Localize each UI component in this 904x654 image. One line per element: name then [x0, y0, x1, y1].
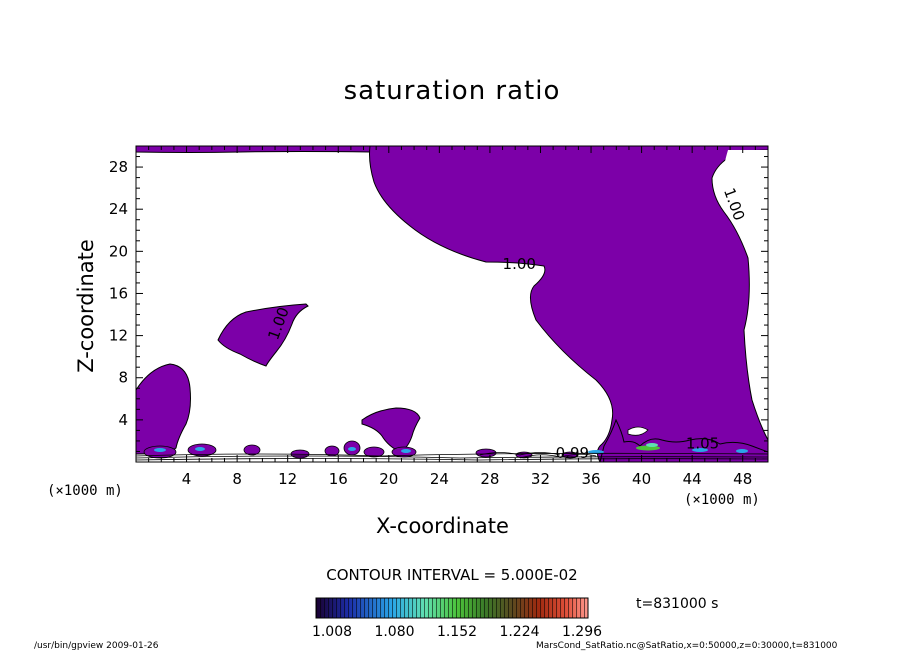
contour-label: 1.00 [503, 255, 536, 273]
colorbar-stripes [316, 598, 588, 618]
x-tick-label: 48 [733, 470, 752, 488]
region-bump-20 [361, 407, 421, 453]
colorbar-tick-label: 1.152 [437, 624, 477, 640]
y-tick-label: 24 [109, 200, 128, 218]
y-axis-ticks [136, 156, 768, 452]
colorbar-tick-label: 1.224 [499, 624, 539, 640]
chart-title: saturation ratio [343, 76, 561, 106]
region-hole-1 [627, 426, 649, 436]
x-tick-label: 36 [581, 470, 600, 488]
x-tick-label: 28 [480, 470, 499, 488]
region-left-lower [136, 363, 191, 455]
x-tick-label: 40 [632, 470, 651, 488]
time-label: t=831000 s [636, 596, 719, 612]
region-right-lower [599, 418, 768, 462]
x-tick-label: 12 [278, 470, 297, 488]
x-tick-label: 24 [430, 470, 449, 488]
y-tick-label: 8 [118, 369, 128, 387]
y-tick-labels: 4 8 12 16 20 24 28 [109, 158, 128, 429]
colorbar-tick-label: 1.296 [562, 624, 602, 640]
contour-label: 1.05 [686, 434, 719, 452]
x-axis-label: X-coordinate [376, 514, 509, 538]
region-mid-island [217, 303, 309, 367]
y-tick-label: 16 [109, 284, 128, 302]
x-axis-ticks [148, 146, 756, 462]
x-tick-labels: 4 8 12 16 20 24 28 32 36 40 44 48 [182, 470, 752, 488]
colorbar-tick-label: 1.080 [374, 624, 414, 640]
colorbar-tick-label: 1.008 [312, 624, 352, 640]
x-unit-label-right: (×1000 m) [684, 492, 760, 508]
x-tick-label: 16 [329, 470, 348, 488]
region-top-left [136, 146, 371, 153]
y-tick-label: 12 [109, 327, 128, 345]
ground-contour-lines [136, 452, 768, 461]
y-axis-label: Z-coordinate [74, 239, 98, 373]
y-tick-label: 4 [118, 411, 128, 429]
x-tick-label: 20 [379, 470, 398, 488]
filled-contours [136, 146, 768, 462]
x-tick-label: 32 [531, 470, 550, 488]
region-right-gap [723, 150, 768, 178]
contour-interval: CONTOUR INTERVAL = 5.000E-02 [326, 566, 578, 584]
colorbar-tick-labels: 1.008 1.080 1.152 1.224 1.296 [312, 624, 602, 640]
x-unit-label-left: (×1000 m) [47, 483, 123, 499]
footer-left: /usr/bin/gpview 2009-01-26 [34, 641, 159, 651]
y-tick-label: 20 [109, 242, 128, 260]
footer-right: MarsCond_SatRatio.nc@SatRatio,x=0:50000,… [536, 641, 838, 651]
x-tick-label: 44 [683, 470, 702, 488]
high-saturation-accents [154, 443, 748, 454]
y-tick-label: 28 [109, 158, 128, 176]
region-right-large [369, 146, 768, 462]
x-tick-label: 4 [182, 470, 192, 488]
x-tick-label: 8 [232, 470, 242, 488]
contour-label: 0.99 [556, 444, 589, 462]
